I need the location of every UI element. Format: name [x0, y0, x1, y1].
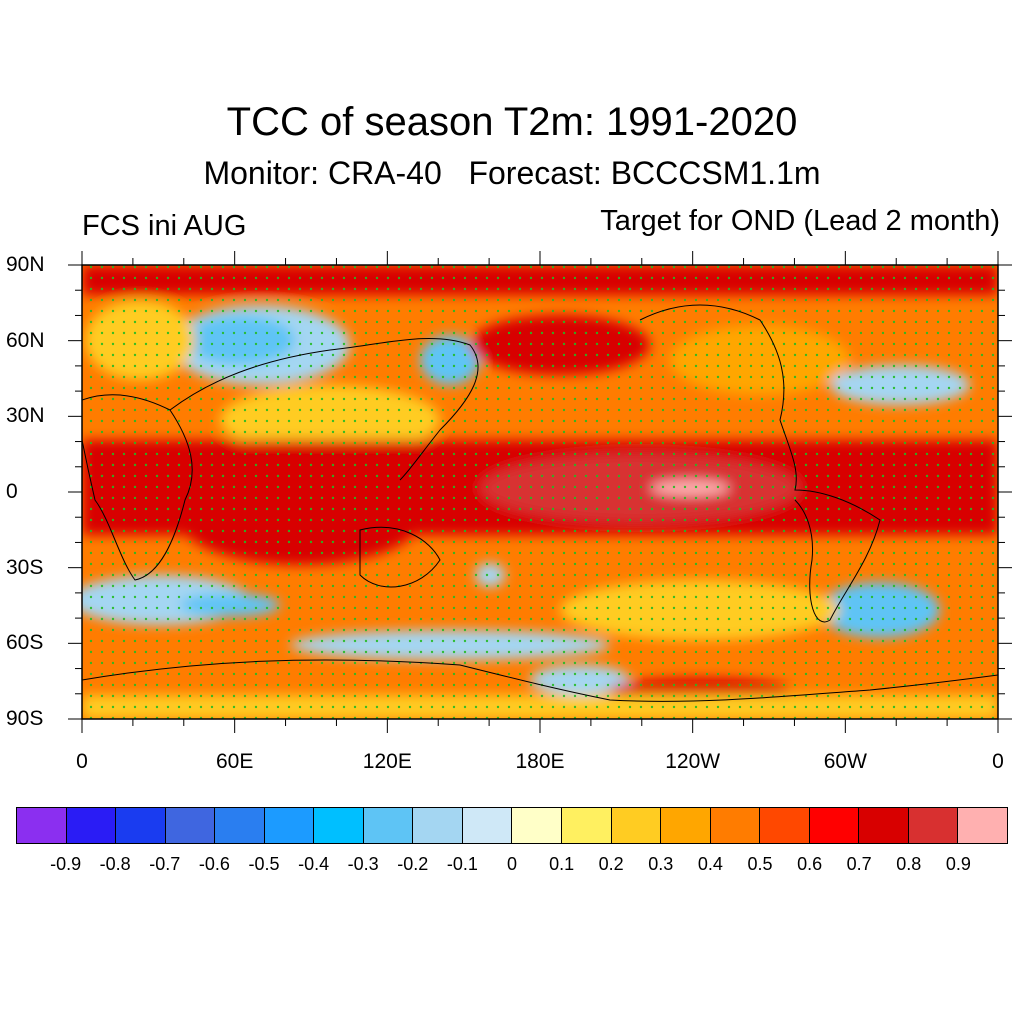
colorbar-swatch — [363, 808, 414, 843]
colorbar-swatch — [215, 808, 265, 843]
colorbar-label: 0.2 — [598, 854, 624, 874]
colorbar-swatch — [314, 808, 364, 843]
colorbar-label: -0.5 — [248, 854, 280, 874]
target-label: Target for OND (Lead 2 month) — [600, 205, 1000, 237]
lon-tick-label: 60E — [215, 750, 254, 773]
coastlines — [82, 304, 998, 702]
colorbar-swatch — [66, 808, 117, 843]
colorbar-label: 0.1 — [549, 854, 575, 874]
colorbar-swatch — [165, 808, 216, 843]
colorbar-label: -0.1 — [446, 854, 478, 874]
colorbar-swatch — [611, 808, 662, 843]
colorbar-swatch — [512, 808, 563, 843]
lat-tick-label: 30S — [6, 555, 44, 579]
lon-tick-label: 120E — [362, 750, 412, 773]
init-label: FCS ini AUG — [82, 210, 247, 242]
colorbar-swatch — [562, 808, 612, 843]
colorbar — [16, 807, 1008, 844]
significance-stipple — [82, 265, 998, 719]
plot-title: TCC of season T2m: 1991-2020 — [226, 100, 798, 144]
lat-tick-label: 0 — [6, 480, 18, 503]
colorbar-swatch — [908, 808, 959, 843]
lat-tick-label: 60S — [6, 631, 44, 655]
colorbar-label: 0.7 — [846, 854, 872, 874]
plot-subtitle: Monitor: CRA-40 Forecast: BCCCSM1.1m — [203, 155, 821, 191]
lon-tick-label: 120W — [665, 750, 721, 773]
axis-ticks — [68, 251, 1012, 733]
lon-tick-label: 0 — [992, 750, 1004, 773]
colorbar-swatch — [710, 808, 761, 843]
colorbar-label: 0.8 — [896, 854, 922, 874]
colorbar-label: 0.4 — [697, 854, 723, 874]
colorbar-label: -0.3 — [347, 854, 379, 874]
lon-tick-label: 0 — [76, 750, 88, 773]
lat-tick-label: 90N — [6, 253, 45, 276]
colorbar-swatch — [859, 808, 909, 843]
colorbar-label: 0.5 — [747, 854, 773, 874]
colorbar-label: 0.6 — [797, 854, 823, 874]
colorbar-swatch — [809, 808, 860, 843]
colorbar-swatch — [958, 808, 1007, 843]
lat-tick-label: 30N — [6, 404, 45, 428]
lon-tick-label: 60W — [823, 750, 867, 773]
colorbar-label: 0.9 — [945, 854, 971, 874]
colorbar-swatch — [413, 808, 463, 843]
colorbar-swatch — [264, 808, 315, 843]
colorbar-label: -0.6 — [198, 854, 230, 874]
colorbar-label: -0.7 — [149, 854, 181, 874]
colorbar-label: 0 — [506, 854, 517, 874]
colorbar-swatch — [116, 808, 166, 843]
colorbar-swatch — [760, 808, 810, 843]
colorbar-label: -0.8 — [99, 854, 131, 874]
map-field — [82, 265, 998, 719]
colorbar-label: 0.3 — [648, 854, 674, 874]
colorbar-label: -0.2 — [397, 854, 429, 874]
lat-tick-label: 60N — [6, 328, 45, 352]
colorbar-label: -0.4 — [298, 854, 330, 874]
colorbar-label: -0.9 — [50, 854, 82, 874]
colorbar-swatch — [17, 808, 67, 843]
colorbar-swatch — [462, 808, 513, 843]
colorbar-swatch — [661, 808, 711, 843]
lon-tick-label: 180E — [515, 750, 565, 773]
lat-tick-label: 90S — [6, 707, 44, 730]
